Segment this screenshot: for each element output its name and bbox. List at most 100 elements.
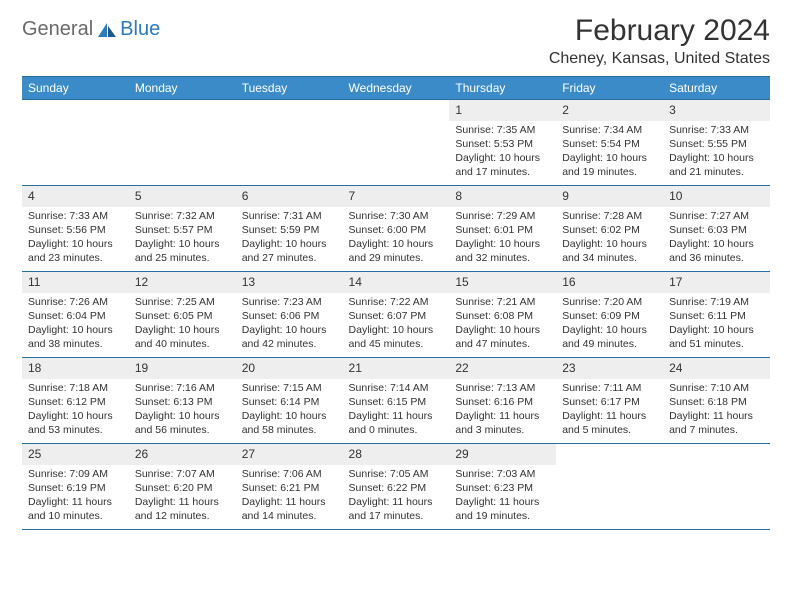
cell-date: 6 xyxy=(236,186,343,207)
sunset-text: Sunset: 6:11 PM xyxy=(669,309,764,323)
sunset-text: Sunset: 6:14 PM xyxy=(242,395,337,409)
day-cell xyxy=(556,444,663,530)
day-cell: 16Sunrise: 7:20 AMSunset: 6:09 PMDayligh… xyxy=(556,272,663,358)
daylight-text: Daylight: 10 hours and 58 minutes. xyxy=(242,409,337,437)
sunrise-text: Sunrise: 7:25 AM xyxy=(135,295,230,309)
daylight-text: Daylight: 10 hours and 29 minutes. xyxy=(349,237,444,265)
sunset-text: Sunset: 5:55 PM xyxy=(669,137,764,151)
daylight-text: Daylight: 10 hours and 27 minutes. xyxy=(242,237,337,265)
logo-sail-icon xyxy=(96,21,118,39)
cell-date: 24 xyxy=(663,358,770,379)
cell-body: Sunrise: 7:15 AMSunset: 6:14 PMDaylight:… xyxy=(236,379,343,440)
sunrise-text: Sunrise: 7:30 AM xyxy=(349,209,444,223)
cell-body: Sunrise: 7:25 AMSunset: 6:05 PMDaylight:… xyxy=(129,293,236,354)
sunset-text: Sunset: 6:16 PM xyxy=(455,395,550,409)
cell-date: 20 xyxy=(236,358,343,379)
cell-body: Sunrise: 7:06 AMSunset: 6:21 PMDaylight:… xyxy=(236,465,343,526)
title-block: February 2024 Cheney, Kansas, United Sta… xyxy=(549,14,770,68)
cell-body: Sunrise: 7:21 AMSunset: 6:08 PMDaylight:… xyxy=(449,293,556,354)
cell-date: 18 xyxy=(22,358,129,379)
day-cell: 23Sunrise: 7:11 AMSunset: 6:17 PMDayligh… xyxy=(556,358,663,444)
day-cell: 2Sunrise: 7:34 AMSunset: 5:54 PMDaylight… xyxy=(556,100,663,186)
sunrise-text: Sunrise: 7:34 AM xyxy=(562,123,657,137)
daylight-text: Daylight: 10 hours and 47 minutes. xyxy=(455,323,550,351)
daylight-text: Daylight: 11 hours and 17 minutes. xyxy=(349,495,444,523)
cell-body: Sunrise: 7:19 AMSunset: 6:11 PMDaylight:… xyxy=(663,293,770,354)
cell-body: Sunrise: 7:09 AMSunset: 6:19 PMDaylight:… xyxy=(22,465,129,526)
cell-body: Sunrise: 7:18 AMSunset: 6:12 PMDaylight:… xyxy=(22,379,129,440)
day-cell: 24Sunrise: 7:10 AMSunset: 6:18 PMDayligh… xyxy=(663,358,770,444)
daylight-text: Daylight: 10 hours and 42 minutes. xyxy=(242,323,337,351)
sunset-text: Sunset: 6:00 PM xyxy=(349,223,444,237)
sunset-text: Sunset: 6:01 PM xyxy=(455,223,550,237)
week-row: 18Sunrise: 7:18 AMSunset: 6:12 PMDayligh… xyxy=(22,358,770,444)
calendar-table: Sunday Monday Tuesday Wednesday Thursday… xyxy=(22,76,770,530)
cell-body: Sunrise: 7:34 AMSunset: 5:54 PMDaylight:… xyxy=(556,121,663,182)
day-cell: 26Sunrise: 7:07 AMSunset: 6:20 PMDayligh… xyxy=(129,444,236,530)
sunrise-text: Sunrise: 7:10 AM xyxy=(669,381,764,395)
daylight-text: Daylight: 11 hours and 5 minutes. xyxy=(562,409,657,437)
cell-body: Sunrise: 7:22 AMSunset: 6:07 PMDaylight:… xyxy=(343,293,450,354)
sunrise-text: Sunrise: 7:29 AM xyxy=(455,209,550,223)
day-cell: 3Sunrise: 7:33 AMSunset: 5:55 PMDaylight… xyxy=(663,100,770,186)
day-header: Saturday xyxy=(663,77,770,100)
day-cell: 10Sunrise: 7:27 AMSunset: 6:03 PMDayligh… xyxy=(663,186,770,272)
day-cell xyxy=(343,100,450,186)
day-header: Tuesday xyxy=(236,77,343,100)
cell-body: Sunrise: 7:26 AMSunset: 6:04 PMDaylight:… xyxy=(22,293,129,354)
day-cell: 5Sunrise: 7:32 AMSunset: 5:57 PMDaylight… xyxy=(129,186,236,272)
cell-body: Sunrise: 7:07 AMSunset: 6:20 PMDaylight:… xyxy=(129,465,236,526)
sunrise-text: Sunrise: 7:33 AM xyxy=(28,209,123,223)
day-cell: 17Sunrise: 7:19 AMSunset: 6:11 PMDayligh… xyxy=(663,272,770,358)
daylight-text: Daylight: 10 hours and 53 minutes. xyxy=(28,409,123,437)
cell-body: Sunrise: 7:16 AMSunset: 6:13 PMDaylight:… xyxy=(129,379,236,440)
sunset-text: Sunset: 6:09 PM xyxy=(562,309,657,323)
sunrise-text: Sunrise: 7:27 AM xyxy=(669,209,764,223)
sunset-text: Sunset: 6:08 PM xyxy=(455,309,550,323)
sunrise-text: Sunrise: 7:06 AM xyxy=(242,467,337,481)
cell-date: 19 xyxy=(129,358,236,379)
day-cell: 25Sunrise: 7:09 AMSunset: 6:19 PMDayligh… xyxy=(22,444,129,530)
cell-date: 8 xyxy=(449,186,556,207)
sunrise-text: Sunrise: 7:21 AM xyxy=(455,295,550,309)
logo-text-general: General xyxy=(22,18,93,41)
day-cell xyxy=(22,100,129,186)
cell-date: 1 xyxy=(449,100,556,121)
sunrise-text: Sunrise: 7:03 AM xyxy=(455,467,550,481)
daylight-text: Daylight: 10 hours and 23 minutes. xyxy=(28,237,123,265)
logo: General Blue xyxy=(22,14,160,41)
cell-date: 28 xyxy=(343,444,450,465)
day-header: Wednesday xyxy=(343,77,450,100)
cell-body: Sunrise: 7:29 AMSunset: 6:01 PMDaylight:… xyxy=(449,207,556,268)
cell-date: 13 xyxy=(236,272,343,293)
logo-text-blue: Blue xyxy=(120,18,160,41)
cell-date: 23 xyxy=(556,358,663,379)
cell-date: 27 xyxy=(236,444,343,465)
sunrise-text: Sunrise: 7:35 AM xyxy=(455,123,550,137)
cell-date: 29 xyxy=(449,444,556,465)
cell-date: 25 xyxy=(22,444,129,465)
day-cell: 15Sunrise: 7:21 AMSunset: 6:08 PMDayligh… xyxy=(449,272,556,358)
cell-body: Sunrise: 7:28 AMSunset: 6:02 PMDaylight:… xyxy=(556,207,663,268)
sunset-text: Sunset: 5:56 PM xyxy=(28,223,123,237)
sunrise-text: Sunrise: 7:33 AM xyxy=(669,123,764,137)
sunset-text: Sunset: 6:21 PM xyxy=(242,481,337,495)
daylight-text: Daylight: 10 hours and 49 minutes. xyxy=(562,323,657,351)
day-cell: 28Sunrise: 7:05 AMSunset: 6:22 PMDayligh… xyxy=(343,444,450,530)
sunset-text: Sunset: 6:06 PM xyxy=(242,309,337,323)
sunrise-text: Sunrise: 7:23 AM xyxy=(242,295,337,309)
sunset-text: Sunset: 6:22 PM xyxy=(349,481,444,495)
cell-date: 9 xyxy=(556,186,663,207)
day-cell: 7Sunrise: 7:30 AMSunset: 6:00 PMDaylight… xyxy=(343,186,450,272)
day-cell: 29Sunrise: 7:03 AMSunset: 6:23 PMDayligh… xyxy=(449,444,556,530)
day-cell: 22Sunrise: 7:13 AMSunset: 6:16 PMDayligh… xyxy=(449,358,556,444)
day-cell xyxy=(663,444,770,530)
sunset-text: Sunset: 6:03 PM xyxy=(669,223,764,237)
cell-date: 4 xyxy=(22,186,129,207)
sunrise-text: Sunrise: 7:28 AM xyxy=(562,209,657,223)
day-cell: 14Sunrise: 7:22 AMSunset: 6:07 PMDayligh… xyxy=(343,272,450,358)
sunrise-text: Sunrise: 7:22 AM xyxy=(349,295,444,309)
daylight-text: Daylight: 11 hours and 7 minutes. xyxy=(669,409,764,437)
cell-body: Sunrise: 7:10 AMSunset: 6:18 PMDaylight:… xyxy=(663,379,770,440)
sunset-text: Sunset: 6:07 PM xyxy=(349,309,444,323)
